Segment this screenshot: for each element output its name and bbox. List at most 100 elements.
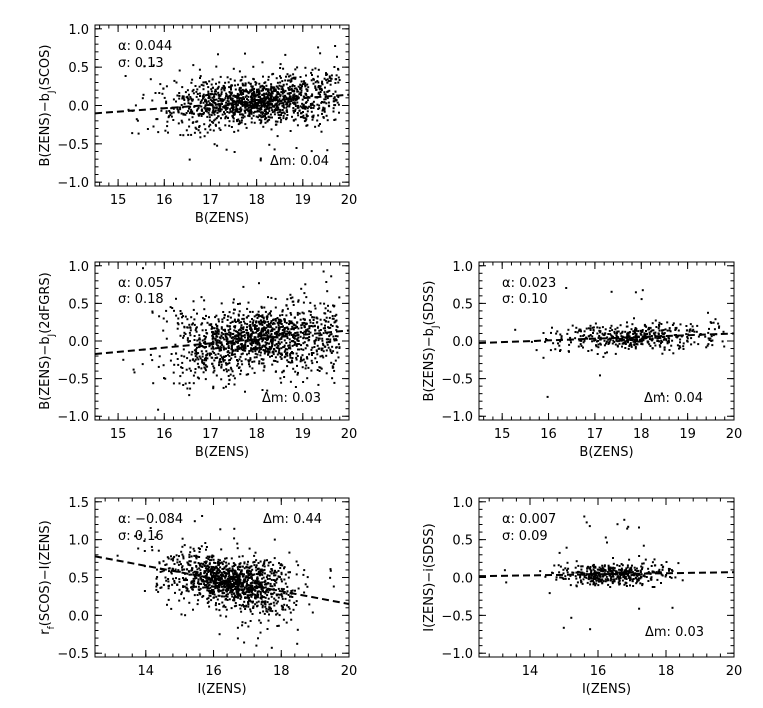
data-point [193,318,196,321]
data-point [269,310,272,313]
data-point [236,120,239,123]
data-point [333,66,336,68]
data-point [611,329,614,332]
data-point [261,590,264,593]
data-point [288,330,291,333]
data-point [215,608,218,611]
data-point [692,328,695,331]
data-point [247,560,249,563]
data-point [151,99,154,102]
data-point [319,366,322,369]
data-point [204,346,207,349]
data-point [237,592,240,594]
data-point [234,84,237,87]
data-point [197,106,200,109]
data-point [256,577,258,580]
data-point [212,343,215,345]
data-point [274,580,277,583]
data-point [159,586,162,589]
data-point [263,365,266,368]
data-point [224,581,226,584]
data-point [304,347,307,350]
data-point [188,367,191,370]
data-point [321,354,324,357]
data-point [224,124,227,127]
data-point [292,608,295,611]
data-point [296,628,299,631]
data-point [270,83,273,86]
data-point [250,347,253,350]
data-point [223,338,226,341]
data-point [185,112,188,114]
data-point [256,605,258,608]
data-point [295,604,298,606]
data-point [323,93,326,96]
data-point [284,53,287,56]
data-point [634,341,637,344]
data-point [276,600,279,603]
data-point [213,332,216,335]
data-point [226,343,229,346]
data-point [677,329,680,332]
data-point [244,621,247,624]
data-point [332,100,335,103]
data-point [224,117,227,120]
data-point [267,296,269,299]
data-point [281,589,284,592]
data-point [279,321,282,323]
data-point [327,101,330,104]
data-point [203,335,206,337]
data-point [177,569,180,572]
data-point [237,362,240,365]
data-point [209,559,211,562]
data-point [327,304,329,307]
data-point [173,309,175,312]
data-point [193,582,196,585]
data-point [282,588,285,591]
data-point [264,114,266,117]
data-point [311,346,314,349]
data-point [157,408,160,411]
data-point [223,316,226,319]
data-point [204,337,207,340]
data-point [151,359,154,362]
data-point [241,585,244,588]
data-point [205,584,208,586]
data-point [270,296,273,299]
data-point [289,341,292,344]
data-point [286,590,289,593]
sigma-annotation: σ: 0.18 [118,292,164,307]
data-point [256,582,259,585]
data-point [663,348,666,351]
data-point [310,79,313,82]
data-point [330,275,333,278]
data-point [215,124,217,127]
data-point [203,106,206,109]
data-point [256,342,259,345]
data-point [222,588,225,591]
data-point [224,557,227,560]
data-point [267,115,270,118]
data-point [246,98,248,101]
data-point [286,101,289,104]
data-point [286,337,289,339]
data-point [196,603,199,606]
data-point [244,52,246,55]
data-point [165,579,168,582]
data-point [231,565,234,568]
data-point [227,586,230,589]
data-point [331,377,334,380]
data-point [206,131,209,134]
data-point [696,324,699,327]
data-point [658,344,661,347]
data-point [212,106,215,109]
data-point [266,389,269,392]
data-point [254,597,257,599]
data-point [185,586,188,589]
data-point [182,384,185,386]
data-point [184,577,187,580]
data-point [286,73,289,76]
data-point [317,85,320,87]
data-point [202,586,205,589]
data-point [224,108,227,111]
